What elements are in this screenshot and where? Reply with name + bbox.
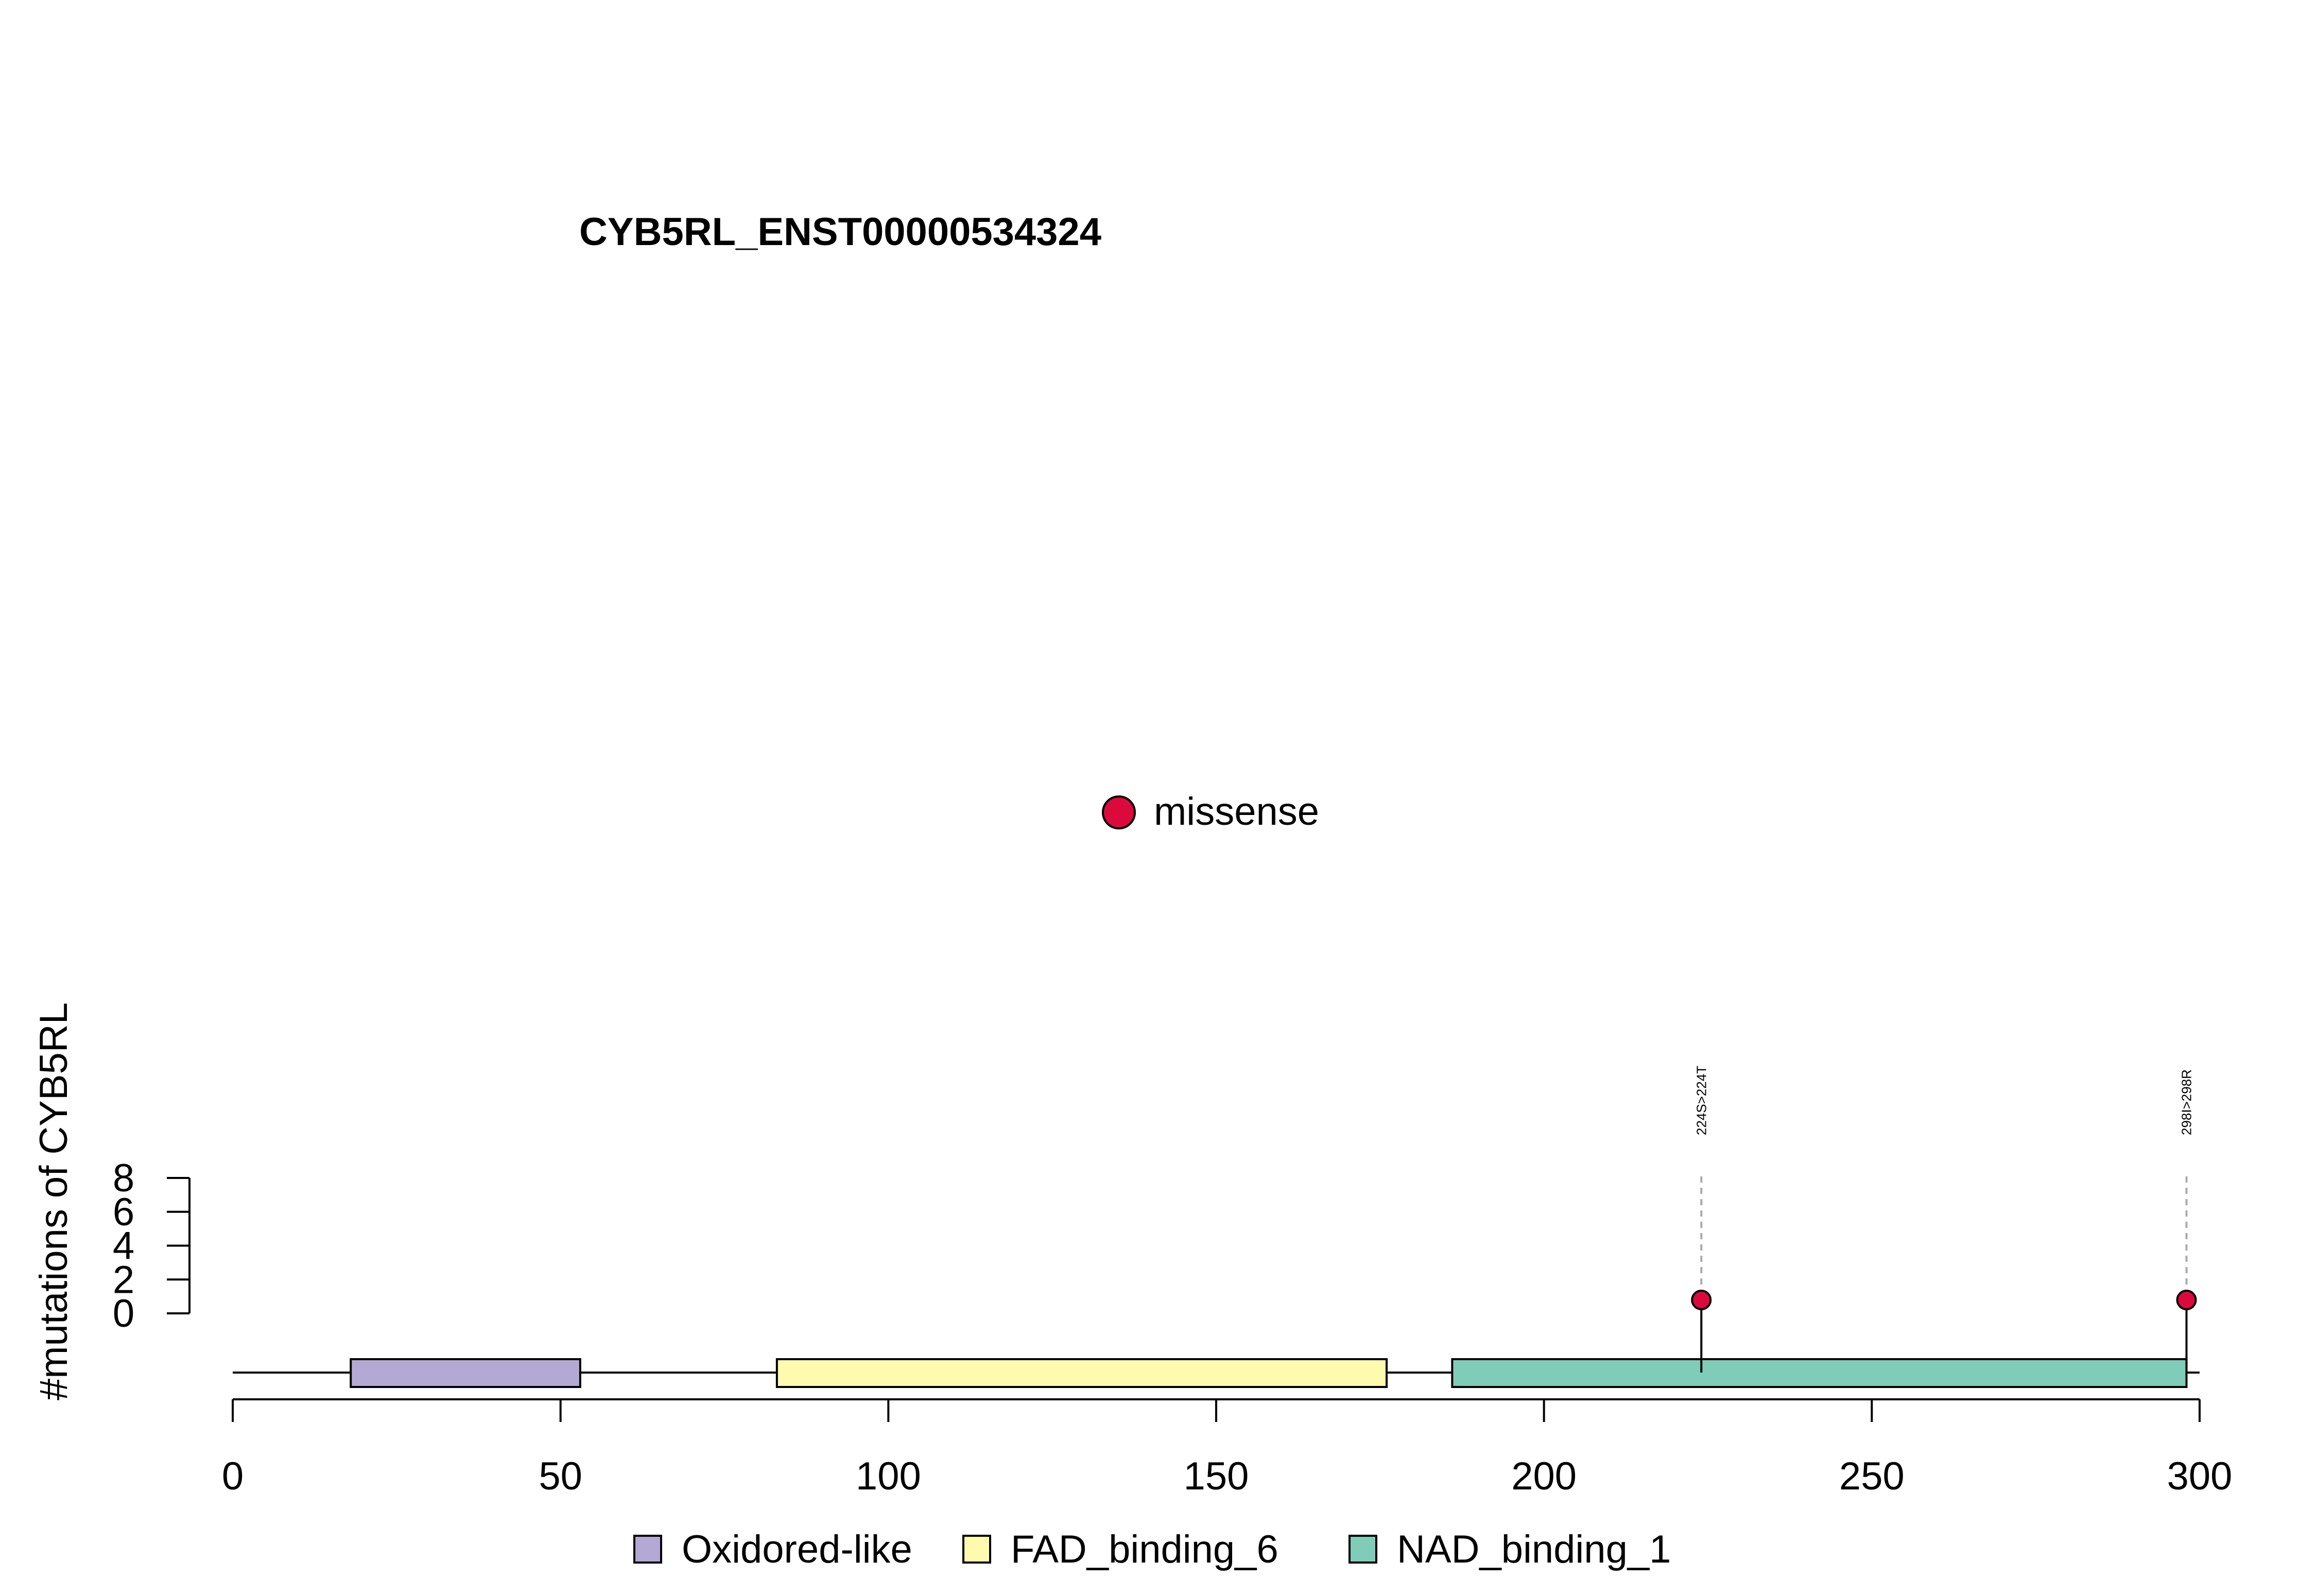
domain-boxes xyxy=(350,1358,2188,1388)
lollipop-head xyxy=(2176,1290,2197,1310)
x-tick-label: 50 xyxy=(539,1454,582,1498)
mutation-lollipops: 224S>224T 298I>298R xyxy=(1691,1066,2197,1373)
domain-legend-swatch xyxy=(633,1535,662,1564)
x-axis: 0 50 100 150 200 250 300 xyxy=(222,1398,2233,1498)
y-tick-label: 2 xyxy=(113,1258,134,1302)
domain-box-fad_binding_6 xyxy=(775,1358,1388,1388)
x-tick-label: 100 xyxy=(856,1454,921,1498)
y-tick-label: 8 xyxy=(113,1156,134,1200)
mutation-legend: missense xyxy=(1102,790,1319,834)
domain-legend-swatch xyxy=(962,1535,991,1564)
domain-legend-label: NAD_binding_1 xyxy=(1397,1528,1671,1571)
missense-legend-marker xyxy=(1102,795,1136,829)
y-axis-label: #mutations of CYB5RL xyxy=(32,1002,76,1400)
x-tick-label: 150 xyxy=(1184,1454,1249,1498)
x-tick-label: 200 xyxy=(1511,1454,1577,1498)
x-tick-label: 300 xyxy=(2167,1454,2233,1498)
y-tick-label: 6 xyxy=(113,1190,134,1234)
lollipop-head xyxy=(1691,1290,1712,1310)
domain-box-oxidored-like xyxy=(350,1358,581,1388)
missense-legend-label: missense xyxy=(1154,790,1319,834)
domain-legend: Oxidored-like FAD_binding_6 NAD_binding_1 xyxy=(633,1528,1671,1571)
y-tick-label: 0 xyxy=(113,1292,134,1335)
chart-title: CYB5RL_ENST00000534324 xyxy=(579,210,1101,254)
domain-box-nad_binding_1 xyxy=(1451,1358,2188,1388)
mutation-label: 298I>298R xyxy=(2179,1069,2194,1135)
domain-legend-swatch xyxy=(1348,1535,1377,1564)
x-tick-label: 0 xyxy=(222,1454,244,1498)
x-tick-label: 250 xyxy=(1839,1454,1905,1498)
domain-legend-label: Oxidored-like xyxy=(682,1528,912,1571)
domain-legend-label: FAD_binding_6 xyxy=(1011,1528,1278,1571)
mutation-label: 224S>224T xyxy=(1693,1066,1709,1135)
y-tick-label: 4 xyxy=(113,1224,134,1268)
